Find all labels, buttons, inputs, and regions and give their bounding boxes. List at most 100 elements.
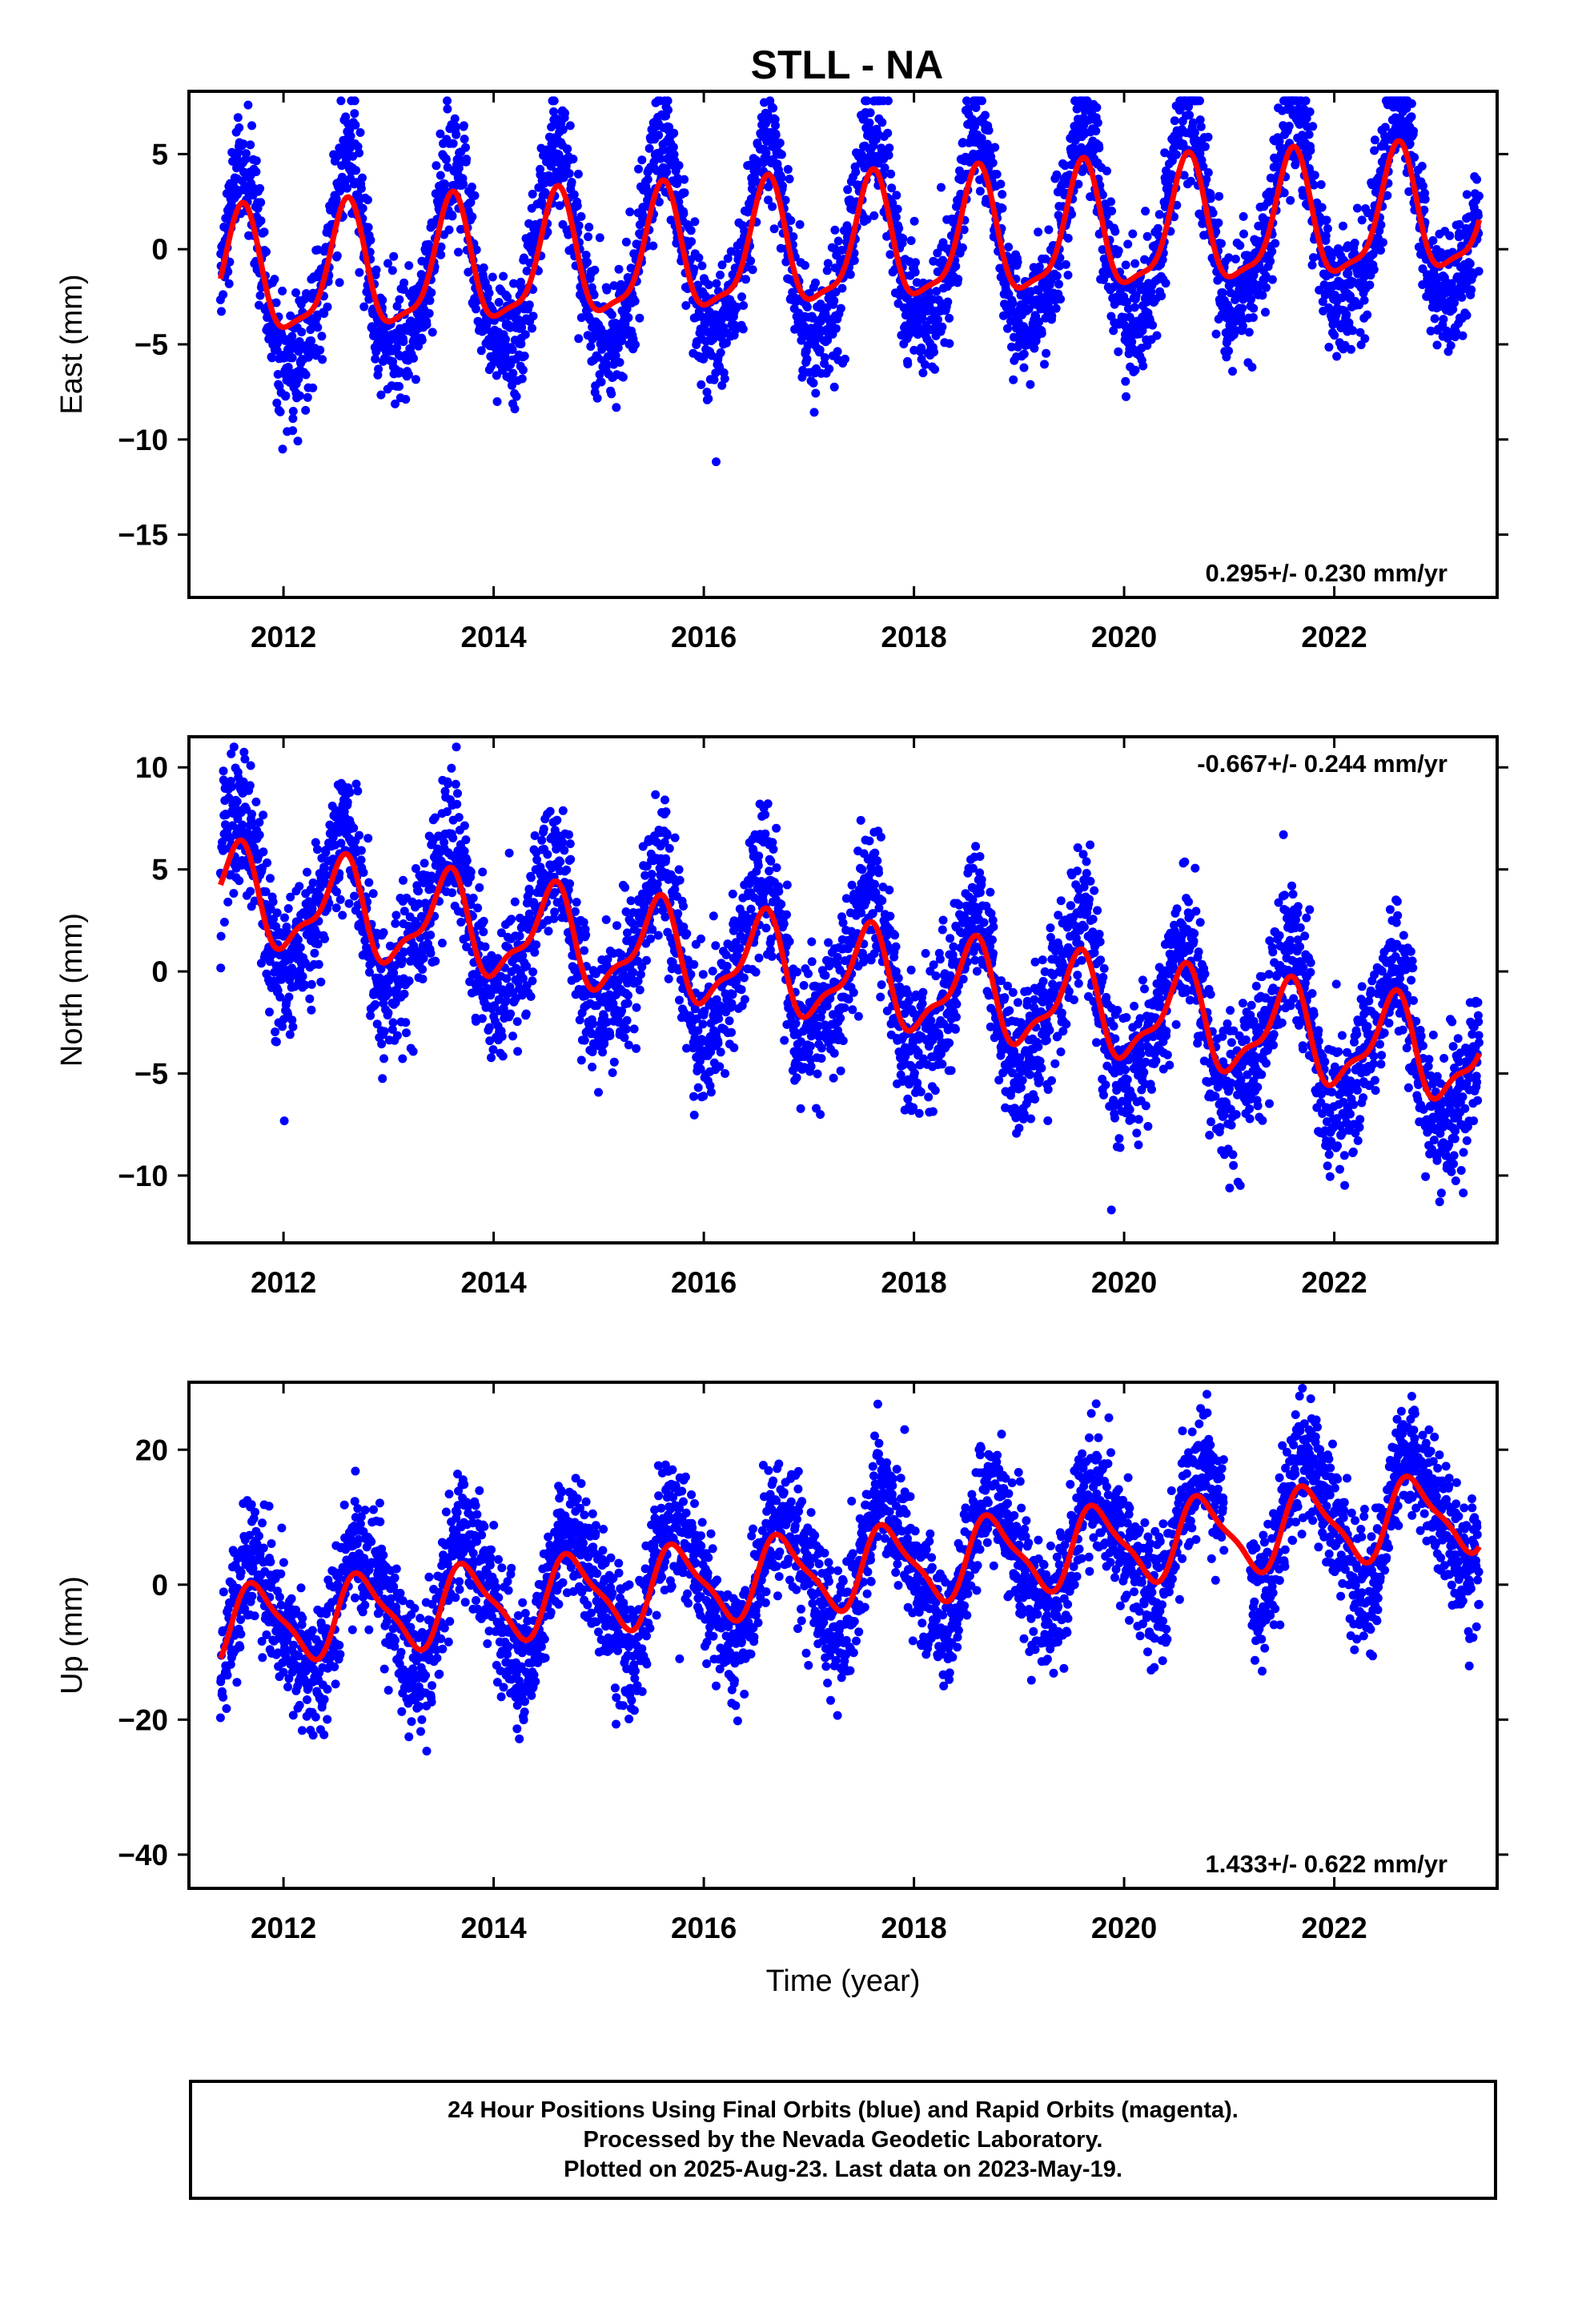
east-data-point (1141, 207, 1150, 216)
east-data-point (1409, 127, 1418, 136)
east-data-point (317, 332, 327, 341)
east-data-point (716, 270, 725, 279)
east-data-point (615, 358, 624, 367)
east-data-point (781, 195, 790, 205)
east-data-point (611, 351, 620, 360)
north-data-point (480, 942, 490, 951)
north-data-point (408, 1047, 418, 1056)
east-data-point (1310, 171, 1319, 180)
east-data-point (635, 313, 644, 323)
east-data-point (1130, 303, 1139, 312)
east-data-point (371, 265, 381, 275)
east-data-point (468, 212, 477, 222)
east-data-point (612, 403, 621, 412)
east-data-point (389, 251, 399, 261)
east-y-axis-label: East (mm) (55, 274, 89, 414)
east-data-point (723, 254, 733, 263)
east-data-point (301, 370, 311, 380)
north-data-point (356, 855, 366, 865)
east-data-point (862, 96, 872, 106)
north-data-point (246, 761, 255, 770)
chart-title: STLL - NA (751, 42, 944, 87)
east-data-point (945, 313, 954, 323)
east-data-point (888, 199, 897, 208)
east-data-point (1037, 328, 1046, 338)
east-data-point (1324, 343, 1334, 352)
east-data-point (392, 343, 402, 352)
east-data-point (239, 139, 248, 149)
north-data-point (510, 897, 520, 907)
north-data-point (344, 899, 354, 908)
east-data-point (1138, 361, 1148, 371)
east-data-point (911, 258, 920, 267)
east-data-point (631, 340, 640, 349)
east-data-point (1370, 135, 1379, 145)
east-data-point (877, 118, 887, 127)
east-data-point (549, 96, 559, 106)
north-data-point (316, 977, 326, 987)
east-data-point (1008, 299, 1018, 308)
east-data-point (1161, 279, 1170, 288)
east-data-point (484, 288, 494, 298)
east-data-point (411, 375, 420, 384)
east-data-point (528, 324, 536, 333)
east-data-point (1142, 231, 1152, 241)
east-data-point (275, 407, 285, 416)
east-data-point (680, 188, 689, 198)
north-data-point (400, 989, 409, 999)
east-data-point (262, 247, 271, 256)
east-data-point (693, 280, 702, 290)
north-data-point (498, 1051, 508, 1061)
north-data-point (418, 975, 428, 983)
east-data-point (1305, 107, 1315, 117)
east-data-point (602, 285, 612, 295)
east-data-point (574, 334, 584, 344)
east-data-point (333, 151, 343, 161)
east-data-point (1317, 203, 1327, 212)
east-data-point (1121, 376, 1130, 386)
north-data-point (399, 875, 408, 885)
east-data-point (934, 315, 942, 324)
east-data-point (568, 155, 578, 164)
east-data-point (278, 444, 287, 454)
east-data-point (1378, 238, 1387, 247)
east-data-point (1430, 314, 1439, 324)
east-data-point (509, 279, 518, 288)
east-data-point (679, 209, 689, 219)
east-data-point (460, 135, 469, 144)
east-data-point (1365, 280, 1375, 290)
east-data-point (656, 154, 665, 163)
east-data-point (1152, 331, 1162, 340)
north-data-point (368, 889, 378, 899)
east-data-point (376, 390, 386, 400)
east-data-point (1054, 279, 1063, 289)
east-data-point (454, 247, 463, 257)
east-data-point (224, 279, 234, 288)
north-data-point (451, 779, 460, 789)
east-data-point (937, 183, 946, 192)
north-data-point (259, 810, 268, 820)
east-data-point (831, 324, 841, 333)
east-data-point (528, 312, 538, 321)
east-data-point (932, 287, 942, 296)
east-data-point (235, 123, 244, 132)
north-data-point (363, 834, 373, 843)
east-data-point (528, 189, 537, 199)
north-data-point (581, 931, 591, 939)
east-data-point (602, 360, 612, 369)
east-data-point (917, 314, 927, 324)
east-data-point (335, 187, 344, 196)
east-data-point (1472, 175, 1482, 184)
north-data-point (266, 874, 275, 883)
north-data-point (391, 919, 400, 928)
north-data-point (426, 931, 436, 940)
east-data-point (930, 348, 938, 357)
east-x-tick-label: 2016 (671, 621, 737, 653)
east-data-point (737, 292, 746, 302)
north-data-point (331, 903, 341, 913)
east-data-point (1056, 295, 1066, 304)
east-data-point (287, 332, 297, 341)
east-data-point (1185, 111, 1195, 120)
east-data-point (565, 121, 575, 131)
north-data-point (263, 858, 272, 867)
